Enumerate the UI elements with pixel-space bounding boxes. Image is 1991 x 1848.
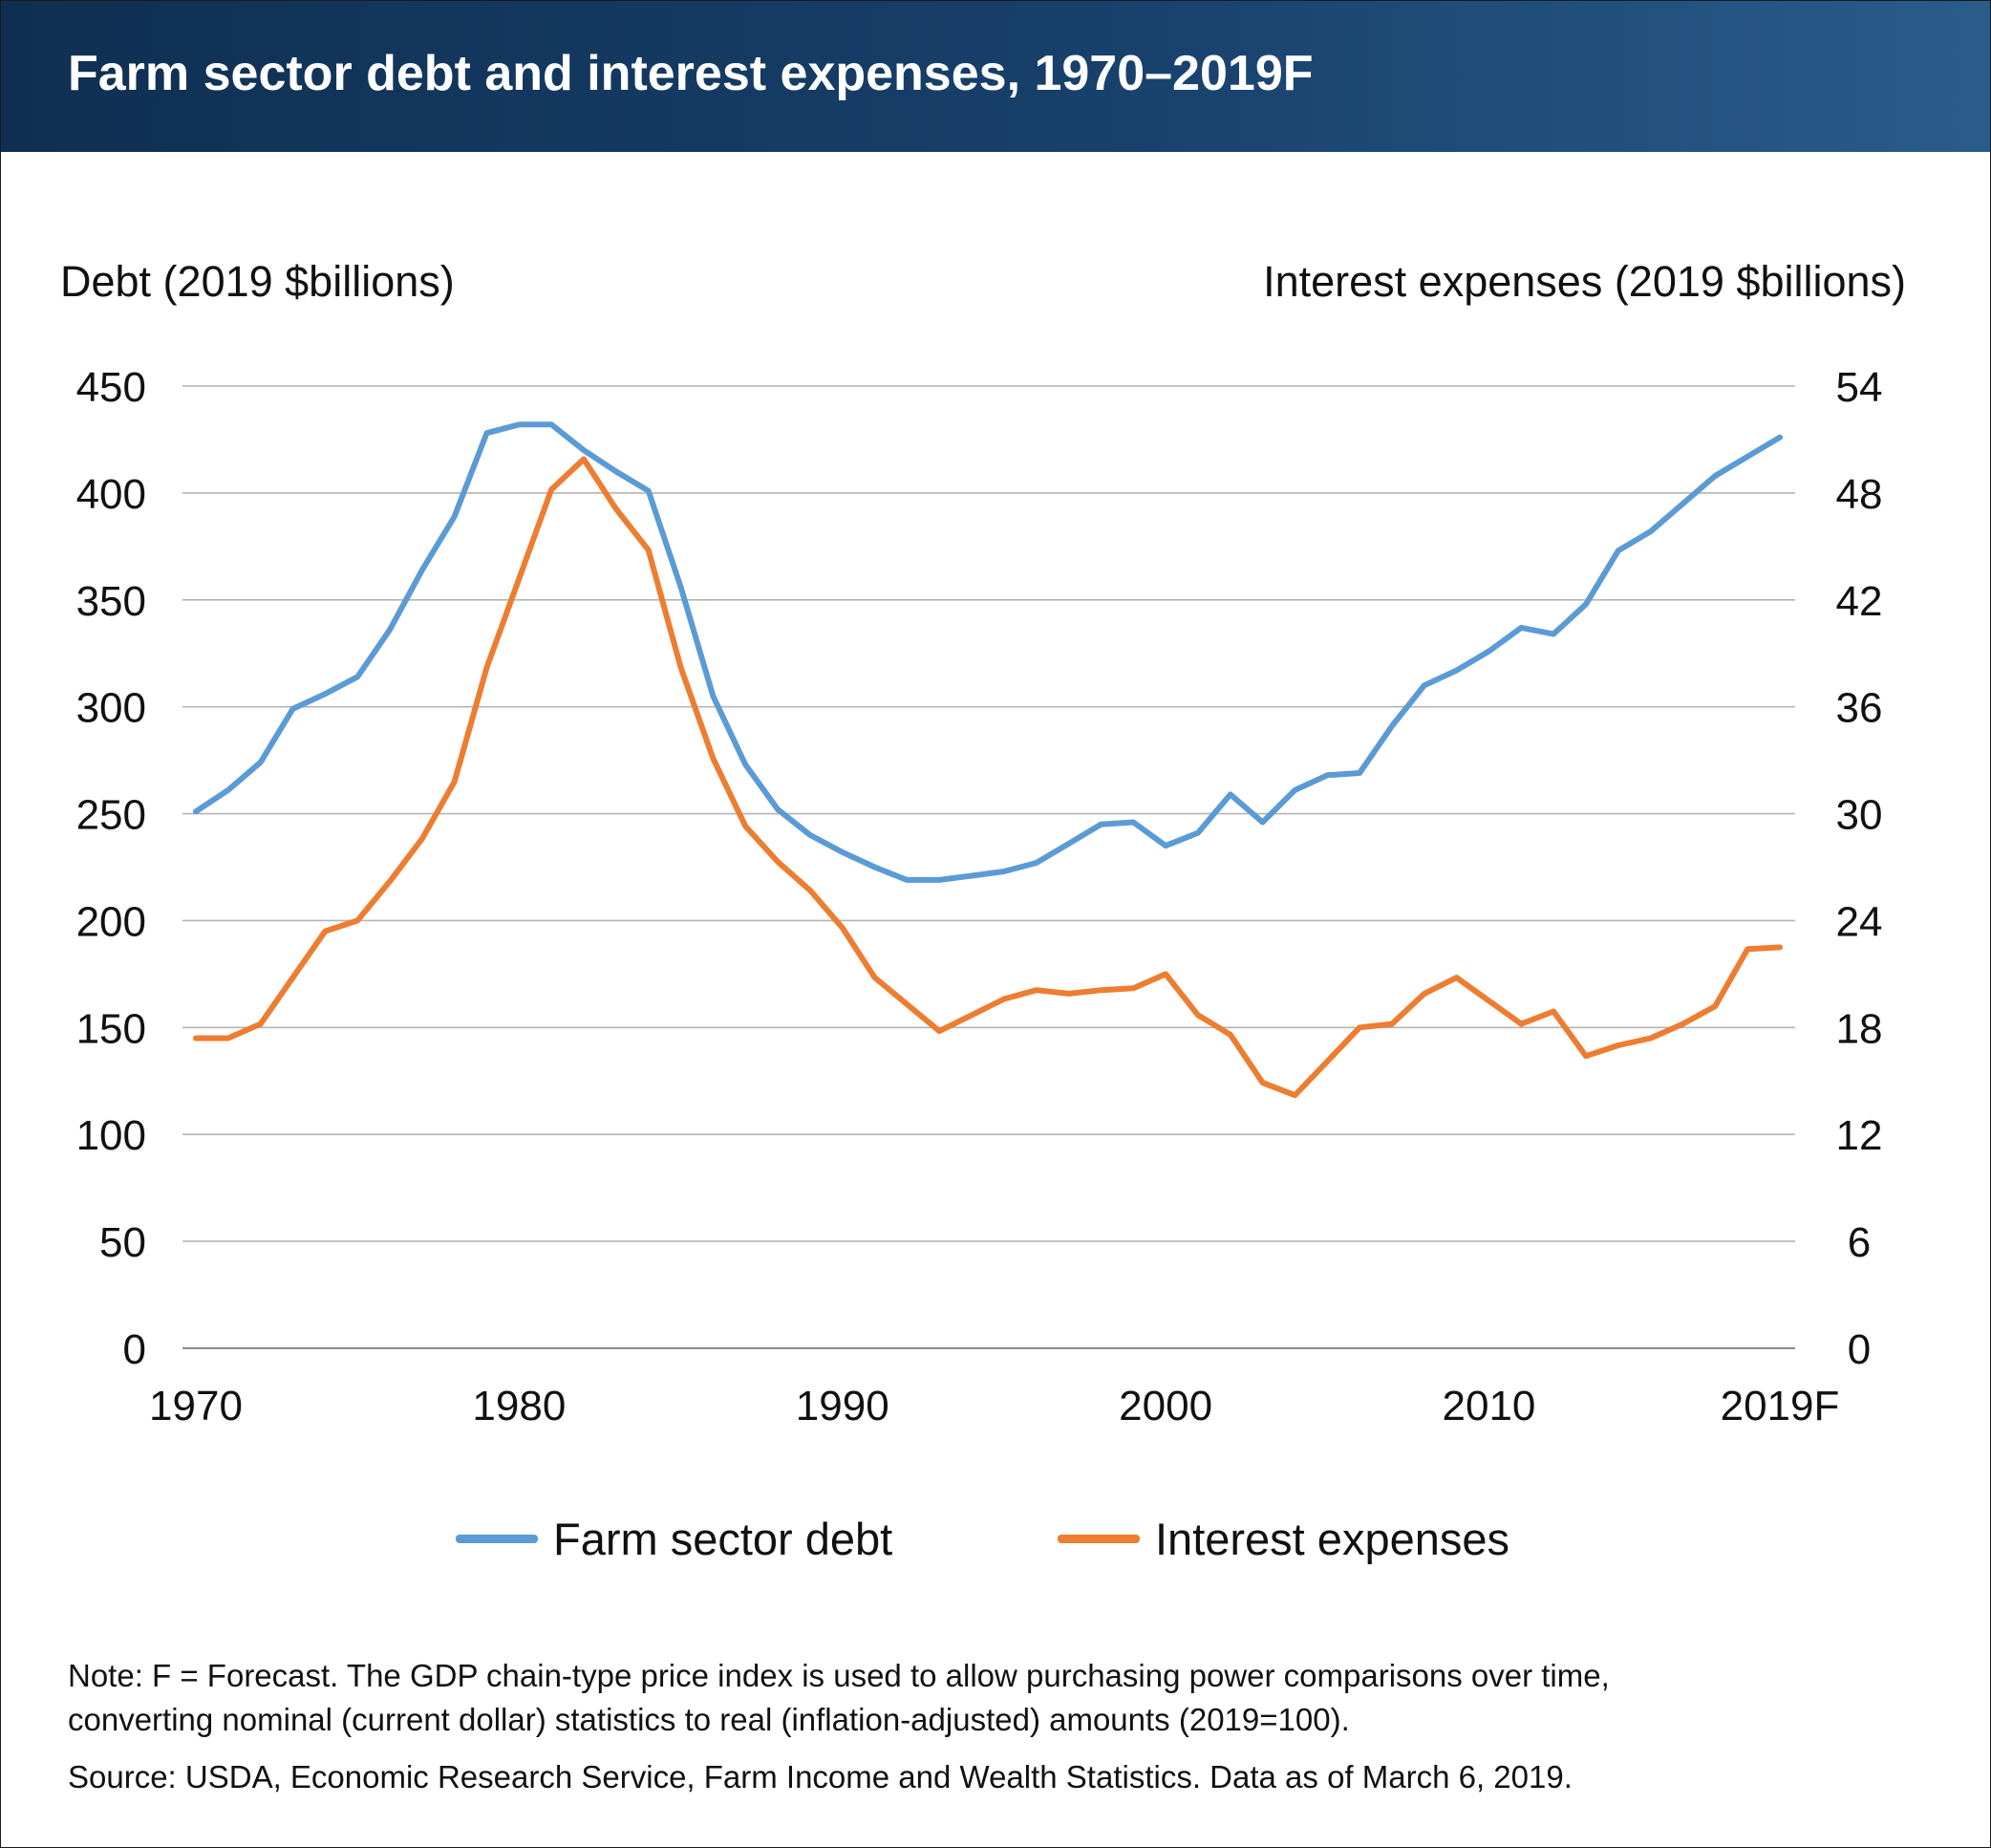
right-tick-label: 6 <box>1848 1219 1871 1266</box>
left-tick-label: 450 <box>76 364 146 411</box>
farm-debt-line <box>193 421 1783 883</box>
right-axis-label: Interest expenses (2019 $billions) <box>1263 257 1906 306</box>
legend-swatch-debt <box>456 1535 538 1543</box>
title-banner: Farm sector debt and interest expenses, … <box>1 1 1990 152</box>
right-tick-label: 42 <box>1836 578 1883 625</box>
x-tick-label: 1990 <box>796 1383 889 1429</box>
x-tick-label: 1970 <box>149 1383 243 1429</box>
x-tick-label: 1980 <box>472 1383 566 1429</box>
chart-title: Farm sector debt and interest expenses, … <box>68 46 1314 101</box>
left-tick-label: 100 <box>76 1112 146 1159</box>
note-line-1: Note: F = Forecast. The GDP chain-type p… <box>68 1658 1610 1693</box>
left-tick-label: 300 <box>76 685 146 732</box>
legend-item-debt: Farm sector debt <box>456 1513 892 1565</box>
x-tick-label: 2019F <box>1721 1383 1840 1429</box>
right-tick-label: 30 <box>1836 792 1883 839</box>
right-tick-label: 24 <box>1836 898 1883 945</box>
right-tick-label: 48 <box>1836 471 1883 518</box>
right-tick-label: 18 <box>1836 1005 1883 1052</box>
right-tick-label: 54 <box>1836 364 1883 411</box>
note-line-2: converting nominal (current dollar) stat… <box>68 1702 1350 1737</box>
x-tick-label: 2010 <box>1443 1383 1536 1429</box>
legend-label-debt: Farm sector debt <box>553 1514 893 1564</box>
left-tick-label: 0 <box>123 1326 146 1373</box>
chart-source: Source: USDA, Economic Research Service,… <box>68 1759 1573 1794</box>
legend-item-interest: Interest expenses <box>1058 1513 1509 1565</box>
right-tick-label: 36 <box>1836 685 1883 732</box>
x-tick-label: 2000 <box>1119 1383 1212 1429</box>
chart-note: Note: F = Forecast. The GDP chain-type p… <box>68 1654 1610 1742</box>
left-tick-label: 150 <box>76 1005 146 1052</box>
left-tick-label: 350 <box>76 578 146 625</box>
left-tick-label: 200 <box>76 898 146 945</box>
legend-label-interest: Interest expenses <box>1155 1514 1509 1564</box>
left-axis-label: Debt (2019 $billions) <box>60 257 455 306</box>
right-tick-label: 12 <box>1836 1112 1883 1159</box>
right-tick-label: 0 <box>1848 1326 1871 1373</box>
left-tick-label: 50 <box>99 1219 146 1266</box>
line-chart: 0 0 50 6 100 12 150 18 200 24 250 30 300 36 350 42 400 48… <box>76 364 1883 1429</box>
legend-swatch-interest <box>1058 1535 1140 1543</box>
left-tick-label: 400 <box>76 471 146 518</box>
left-tick-label: 250 <box>76 792 146 839</box>
interest-expenses-line <box>193 456 1783 1099</box>
